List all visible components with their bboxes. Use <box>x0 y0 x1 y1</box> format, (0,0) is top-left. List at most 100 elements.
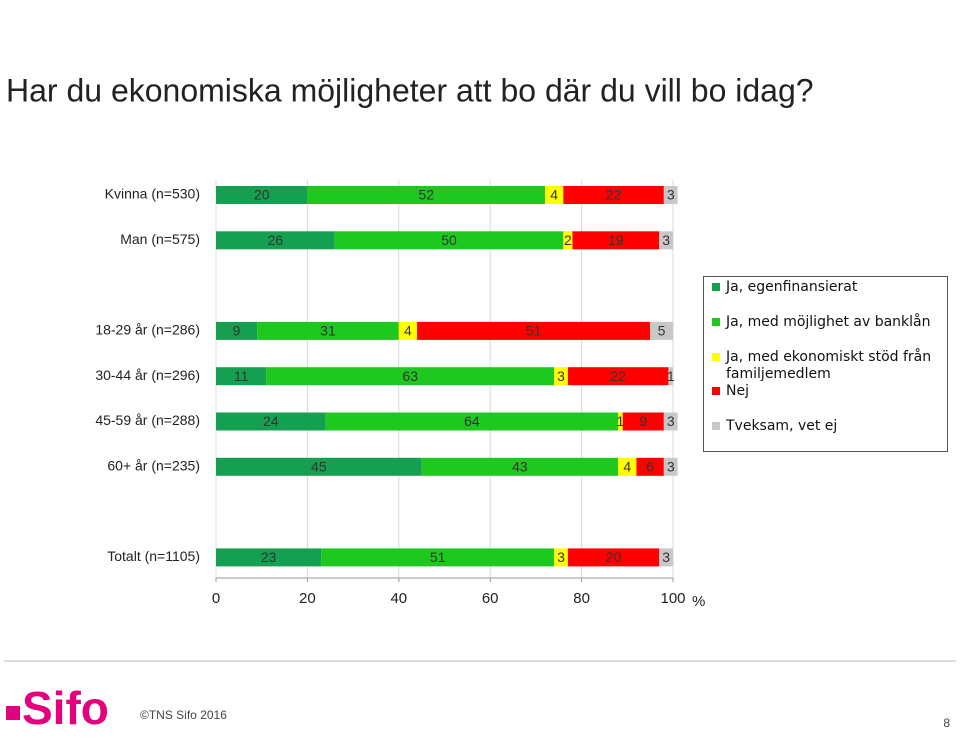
bar-segment <box>618 457 637 476</box>
bar-segment <box>636 457 664 476</box>
value-label: 3 <box>662 549 670 565</box>
x-tick-label: 80 <box>573 590 590 607</box>
bar-segment <box>216 548 322 567</box>
value-label: 24 <box>263 413 279 429</box>
value-label: 9 <box>233 323 241 339</box>
value-label: 22 <box>610 368 626 384</box>
x-tick-label: 100 <box>660 590 685 607</box>
value-label: 4 <box>550 187 558 203</box>
value-label: 64 <box>464 413 480 429</box>
legend-swatch <box>712 422 720 430</box>
value-label: 51 <box>526 323 542 339</box>
bar-segment <box>618 412 623 431</box>
value-label: 52 <box>418 187 434 203</box>
value-label: 3 <box>557 368 565 384</box>
bar-segment <box>563 231 573 250</box>
bar-segment <box>257 321 399 340</box>
y-tick-label: Kvinna (n=530) <box>105 186 200 202</box>
y-tick-label: 45-59 år (n=288) <box>95 412 200 428</box>
value-label: 4 <box>404 323 412 339</box>
bar-segment <box>650 321 673 340</box>
value-label: 3 <box>557 549 565 565</box>
legend-label: Nej <box>726 383 749 399</box>
bar-segment <box>216 231 335 250</box>
y-tick-label: 18-29 år (n=286) <box>95 322 200 338</box>
legend-entry: Ja, med möjlighet av banklån <box>712 314 947 331</box>
legend-entry: Ja, egenfinansierat <box>712 279 947 296</box>
bar-segment <box>421 457 619 476</box>
bar-segment <box>216 321 258 340</box>
bar-segment <box>668 367 673 386</box>
bar-segment <box>398 321 418 340</box>
bar-segment <box>307 186 546 204</box>
value-label: 2 <box>564 232 572 248</box>
x-tick-label: 40 <box>390 590 407 607</box>
bar-segment <box>545 186 564 204</box>
bar-segment <box>572 231 660 250</box>
bar-segment <box>567 548 660 567</box>
bar-segment <box>417 321 651 340</box>
value-label: 22 <box>606 187 622 203</box>
legend-entry: Tveksam, vet ej <box>712 418 947 435</box>
value-label: 3 <box>667 413 675 429</box>
value-label: 4 <box>623 459 631 475</box>
value-label: 9 <box>639 413 647 429</box>
bar-segment <box>216 457 422 476</box>
value-label: 3 <box>667 187 675 203</box>
legend-label: Tveksam, vet ej <box>726 418 838 434</box>
value-label: 45 <box>311 459 327 475</box>
bar-segment <box>321 548 555 567</box>
value-label: 31 <box>320 323 336 339</box>
value-label: 3 <box>662 232 670 248</box>
value-label: 51 <box>430 549 446 565</box>
bar-segment <box>334 231 564 250</box>
value-label: 43 <box>512 459 528 475</box>
legend-swatch <box>712 318 720 326</box>
legend-entry: Ja, med ekonomiskt stöd från familjemedl… <box>712 349 947 383</box>
value-label: 23 <box>261 549 277 565</box>
legend-swatch <box>712 353 720 361</box>
y-tick-label: 30-44 år (n=296) <box>95 367 200 383</box>
bar-segment <box>622 412 664 431</box>
copyright: ©TNS Sifo 2016 <box>140 708 227 722</box>
legend-label: Ja, med möjlighet av banklån <box>726 314 931 330</box>
value-label: 26 <box>268 232 284 248</box>
bar-segment <box>663 186 678 204</box>
page-number: 8 <box>943 716 950 730</box>
legend-swatch <box>712 387 720 395</box>
y-tick-label: Totalt (n=1105) <box>107 548 200 564</box>
bar-segment <box>567 367 669 386</box>
value-label: 63 <box>402 368 418 384</box>
legend: Ja, egenfinansierat Ja, med möjlighet av … <box>703 276 948 452</box>
value-label: 20 <box>254 187 270 203</box>
value-label: 1 <box>667 368 675 384</box>
value-label: 3 <box>667 459 675 475</box>
y-tick-label: 60+ år (n=235) <box>107 458 200 474</box>
bar-segment <box>554 367 568 386</box>
y-tick-label: Man (n=575) <box>120 231 200 247</box>
value-label: 6 <box>646 459 654 475</box>
value-label: 1 <box>617 413 625 429</box>
bar-segment <box>216 186 308 204</box>
value-label: 5 <box>658 323 666 339</box>
x-tick-label: 60 <box>482 590 499 607</box>
logo: Sifo <box>22 682 109 734</box>
legend-entry: Nej <box>712 383 947 400</box>
chart-title: Har du ekonomiska möjligheter att bo där… <box>6 72 814 108</box>
legend-label: Ja, egenfinansierat <box>726 279 858 295</box>
value-label: 11 <box>234 368 249 384</box>
bar-segment <box>554 548 568 567</box>
bar-segment <box>659 548 673 567</box>
value-label: 50 <box>441 232 457 248</box>
bar-segment <box>325 412 619 431</box>
bar-segment <box>216 412 326 431</box>
bar-segment <box>563 186 664 204</box>
value-label: 19 <box>608 232 624 248</box>
bar-segment <box>266 367 555 386</box>
x-tick-label: 20 <box>299 590 316 607</box>
bar-segment <box>659 231 673 250</box>
x-tick-label: 0 <box>212 590 220 607</box>
bar-segment <box>663 412 678 431</box>
